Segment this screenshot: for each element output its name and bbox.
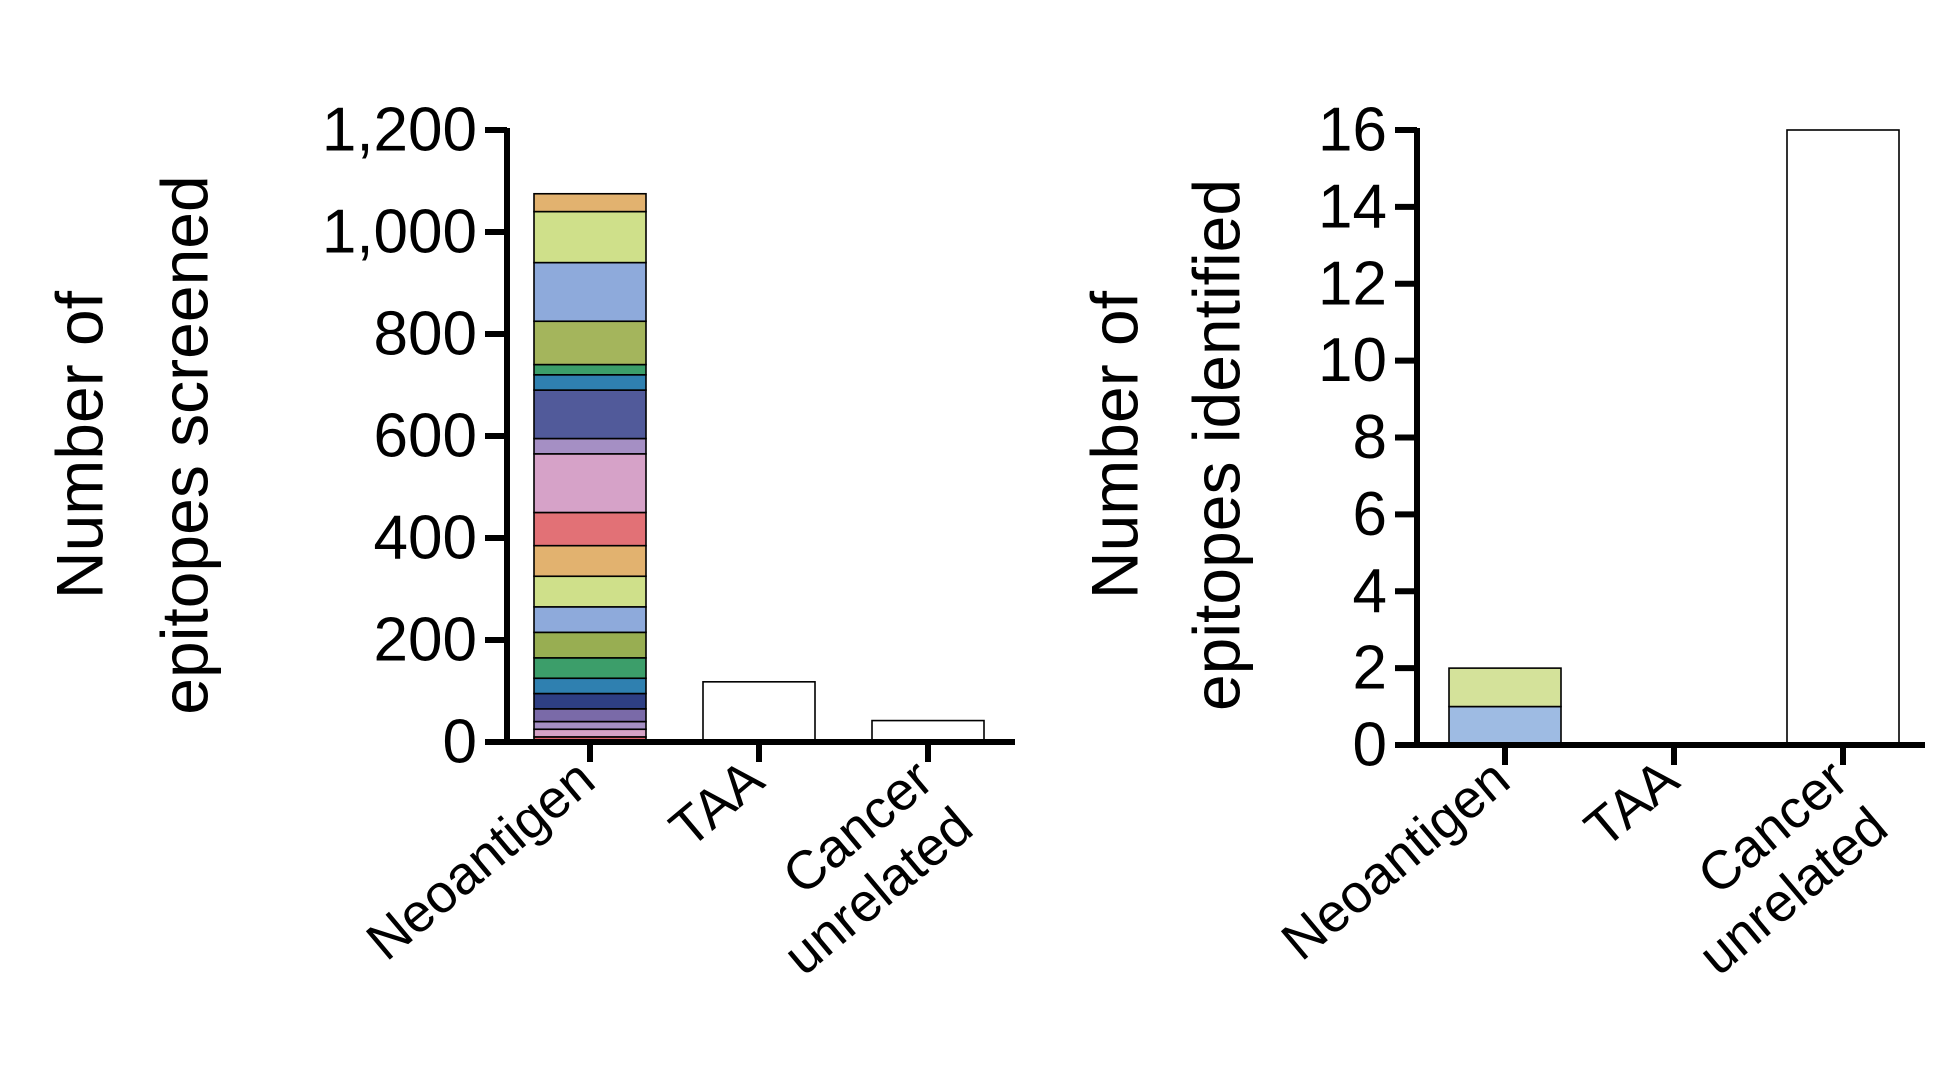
- bar-segment: [533, 363, 647, 376]
- bar-segment: [533, 606, 647, 634]
- bar-segment: [533, 389, 647, 440]
- bar-segment: [1448, 667, 1562, 708]
- bar-segment: [533, 677, 647, 695]
- x-tick-label: Neoantigen: [1271, 748, 1521, 972]
- y-tick-label: 6: [1353, 480, 1387, 549]
- bar-segment: [533, 544, 647, 578]
- bar-segment: [533, 631, 647, 659]
- bar-segment: [533, 437, 647, 455]
- y-tick-label: 4: [1353, 557, 1387, 626]
- y-tick-label: 14: [1318, 172, 1387, 241]
- bar-segment: [533, 261, 647, 323]
- x-tick-label: Cancerunrelated: [733, 748, 984, 986]
- y-axis-title-line: epitopes identified: [1179, 179, 1253, 711]
- y-tick-label: 0: [1353, 711, 1387, 780]
- chart-2: Number of epitopes identified 0 2 4 6 8 10 12 14 1…: [1077, 96, 1925, 987]
- bar-segment: [533, 210, 647, 264]
- y-axis-title-line: Number of: [1077, 290, 1151, 599]
- bar-segment: [533, 708, 647, 723]
- bar-segment: [533, 575, 647, 608]
- bar-segment: [533, 720, 647, 731]
- bar-segment: [533, 320, 647, 366]
- bar-segment: [1448, 705, 1562, 746]
- y-tick-label: 2: [1353, 634, 1387, 703]
- bar-segment: [533, 453, 647, 514]
- bar-segment: [871, 719, 985, 743]
- y-tick-label: 1,000: [322, 198, 477, 267]
- y-tick-label: 10: [1318, 326, 1387, 395]
- bar-segment: [533, 373, 647, 391]
- y-tick-label: 200: [374, 606, 477, 675]
- x-tick-label: TAA: [659, 748, 775, 859]
- y-tick-label: 800: [374, 300, 477, 369]
- x-tick-label: Neoantigen: [356, 748, 606, 972]
- chart-1: Number of epitopes screened 0 200 400 600 800 1…: [42, 96, 1015, 987]
- x-tick-label: Cancerunrelated: [1648, 748, 1899, 986]
- y-axis-title-line: Number of: [42, 290, 116, 599]
- bar-segment: [533, 657, 647, 680]
- x-tick-label-line: Neoantigen: [1271, 748, 1521, 972]
- bar-segment: [533, 728, 647, 738]
- y-tick-label: 16: [1318, 96, 1387, 165]
- y-tick-label: 1,200: [322, 96, 477, 165]
- y-tick-label: 8: [1353, 403, 1387, 472]
- y-axis-title-line: epitopes screened: [147, 175, 221, 714]
- bar-segment: [533, 511, 647, 547]
- y-tick-label: 12: [1318, 249, 1387, 318]
- y-tick-label: 400: [374, 504, 477, 573]
- bar-segment: [533, 192, 647, 213]
- y-tick-label: 0: [443, 708, 477, 777]
- bar-segment: [533, 692, 647, 710]
- y-tick-label: 600: [374, 402, 477, 471]
- x-tick-label-line: TAA: [659, 748, 775, 859]
- x-tick-label-line: Neoantigen: [356, 748, 606, 972]
- bar-segment: [1786, 129, 1900, 746]
- bar-segment: [702, 681, 816, 743]
